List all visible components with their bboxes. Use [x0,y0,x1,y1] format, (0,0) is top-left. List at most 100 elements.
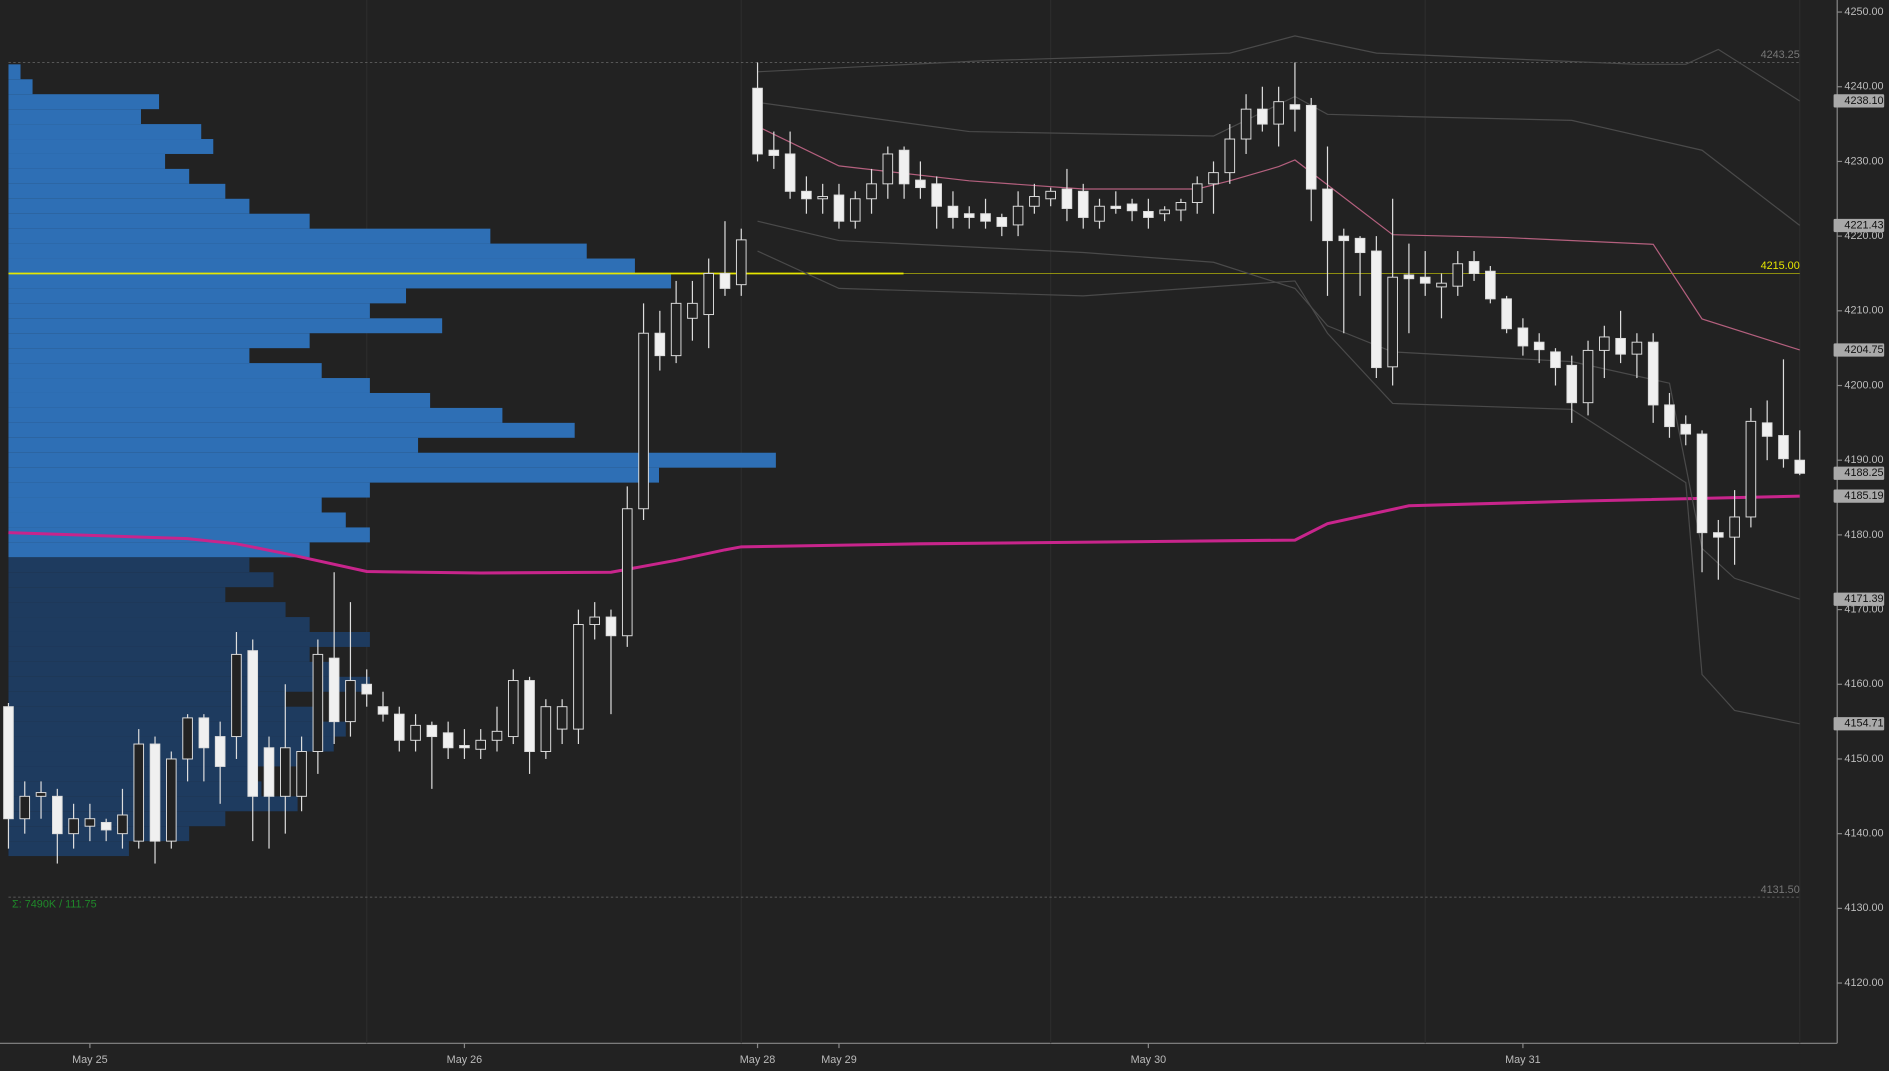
candle-body [35,792,47,797]
candle-body [231,653,242,738]
candle-body [426,724,438,738]
y-tick-label: 4220.00 [1844,230,1883,242]
profile-bar [8,288,407,304]
candle-body [263,747,275,797]
x-tick-label: May 31 [1505,1054,1541,1066]
candle-body [1501,298,1512,330]
indicator-line [757,220,1800,600]
candle-body [947,205,959,218]
candle-body [621,508,633,637]
candle-body [833,194,845,222]
candle-body [1029,196,1040,207]
profile-bar [8,183,226,199]
profile-bar [8,766,250,782]
candle-body [52,795,63,835]
profile-bar [8,392,431,408]
candle-body [540,706,552,752]
profile-bar [8,826,190,842]
profile-bar [8,273,672,289]
level-label: 4215.00 [1761,260,1800,272]
candle-body [1191,183,1203,203]
candle-body [1322,188,1333,242]
price-badge-label: 4221.43 [1844,219,1883,231]
candle-body [377,706,389,715]
x-tick-label: May 25 [72,1054,108,1066]
y-tick-label: 4160.00 [1844,678,1883,690]
profile-bar [8,527,370,543]
candle-body [491,730,503,741]
profile-bar [8,153,166,169]
profile-bar [8,348,250,364]
price-badge [1833,489,1885,503]
profile-bar [8,467,660,483]
candle-body [1680,423,1692,435]
level-label: 4131.50 [1761,884,1800,896]
profile-bar [8,258,635,274]
candle-body [3,706,14,820]
candle-body [915,179,926,189]
candle-body [1387,276,1398,368]
candle-body [296,751,307,797]
candle-body [1517,327,1529,347]
candle-body [898,149,910,185]
x-tick-label: May 28 [740,1054,776,1066]
profile-bar [8,661,334,677]
profile-summary: Σ: 7490K / 111.75 [12,899,97,911]
y-tick-label: 4140.00 [1844,828,1883,840]
price-badge-label: 4238.10 [1844,95,1883,107]
candle-body [1175,202,1187,211]
candle-body [280,747,291,797]
profile-bar [8,646,310,662]
price-badge-label: 4188.25 [1844,467,1883,479]
profile-bar [8,497,322,513]
candle-body [442,732,454,749]
y-tick-label: 4230.00 [1844,155,1883,167]
profile-bar [8,198,250,214]
candle-body [1582,349,1594,404]
profile-bar [8,437,419,453]
candle-body [410,724,421,741]
level-label: 4243.25 [1761,49,1800,61]
candle-body [1208,172,1219,185]
candle-body [1305,104,1317,190]
candle-body [1566,364,1578,404]
candle-body [1794,459,1806,474]
profile-bar [8,363,322,379]
candle-body [670,302,682,357]
profile-bar [8,557,250,573]
candle-body [1599,336,1610,351]
candle-body [100,821,112,831]
candle-body [1289,104,1301,110]
candle-body [459,745,470,749]
candle-body [1224,138,1236,174]
candle-body [980,213,991,222]
indicator-line [757,35,1801,102]
profile-bar [8,841,129,857]
candle-body [882,153,894,185]
profile-bar [8,64,21,80]
candle-body [1338,235,1350,242]
candle-body [817,196,828,200]
candle-body [361,683,373,695]
candle-body [1729,516,1740,538]
candle-body [1419,276,1431,284]
candle-body [1273,101,1284,125]
candle-body [182,717,193,760]
price-badge [1833,717,1885,731]
candle-body [556,706,568,730]
candle-body [1664,404,1675,428]
candle-body [1110,205,1122,209]
candle-body [328,657,340,723]
candle-body [345,680,356,723]
candle-body [768,149,780,156]
candle-body [1533,341,1545,351]
candle-body [1354,237,1366,254]
y-tick-label: 4170.00 [1844,603,1883,615]
candle-body [1615,337,1626,355]
candle-body [703,272,714,316]
profile-bar [8,572,274,588]
profile-bar [8,213,310,229]
candle-body [1257,108,1268,125]
profile-bar [8,79,33,95]
